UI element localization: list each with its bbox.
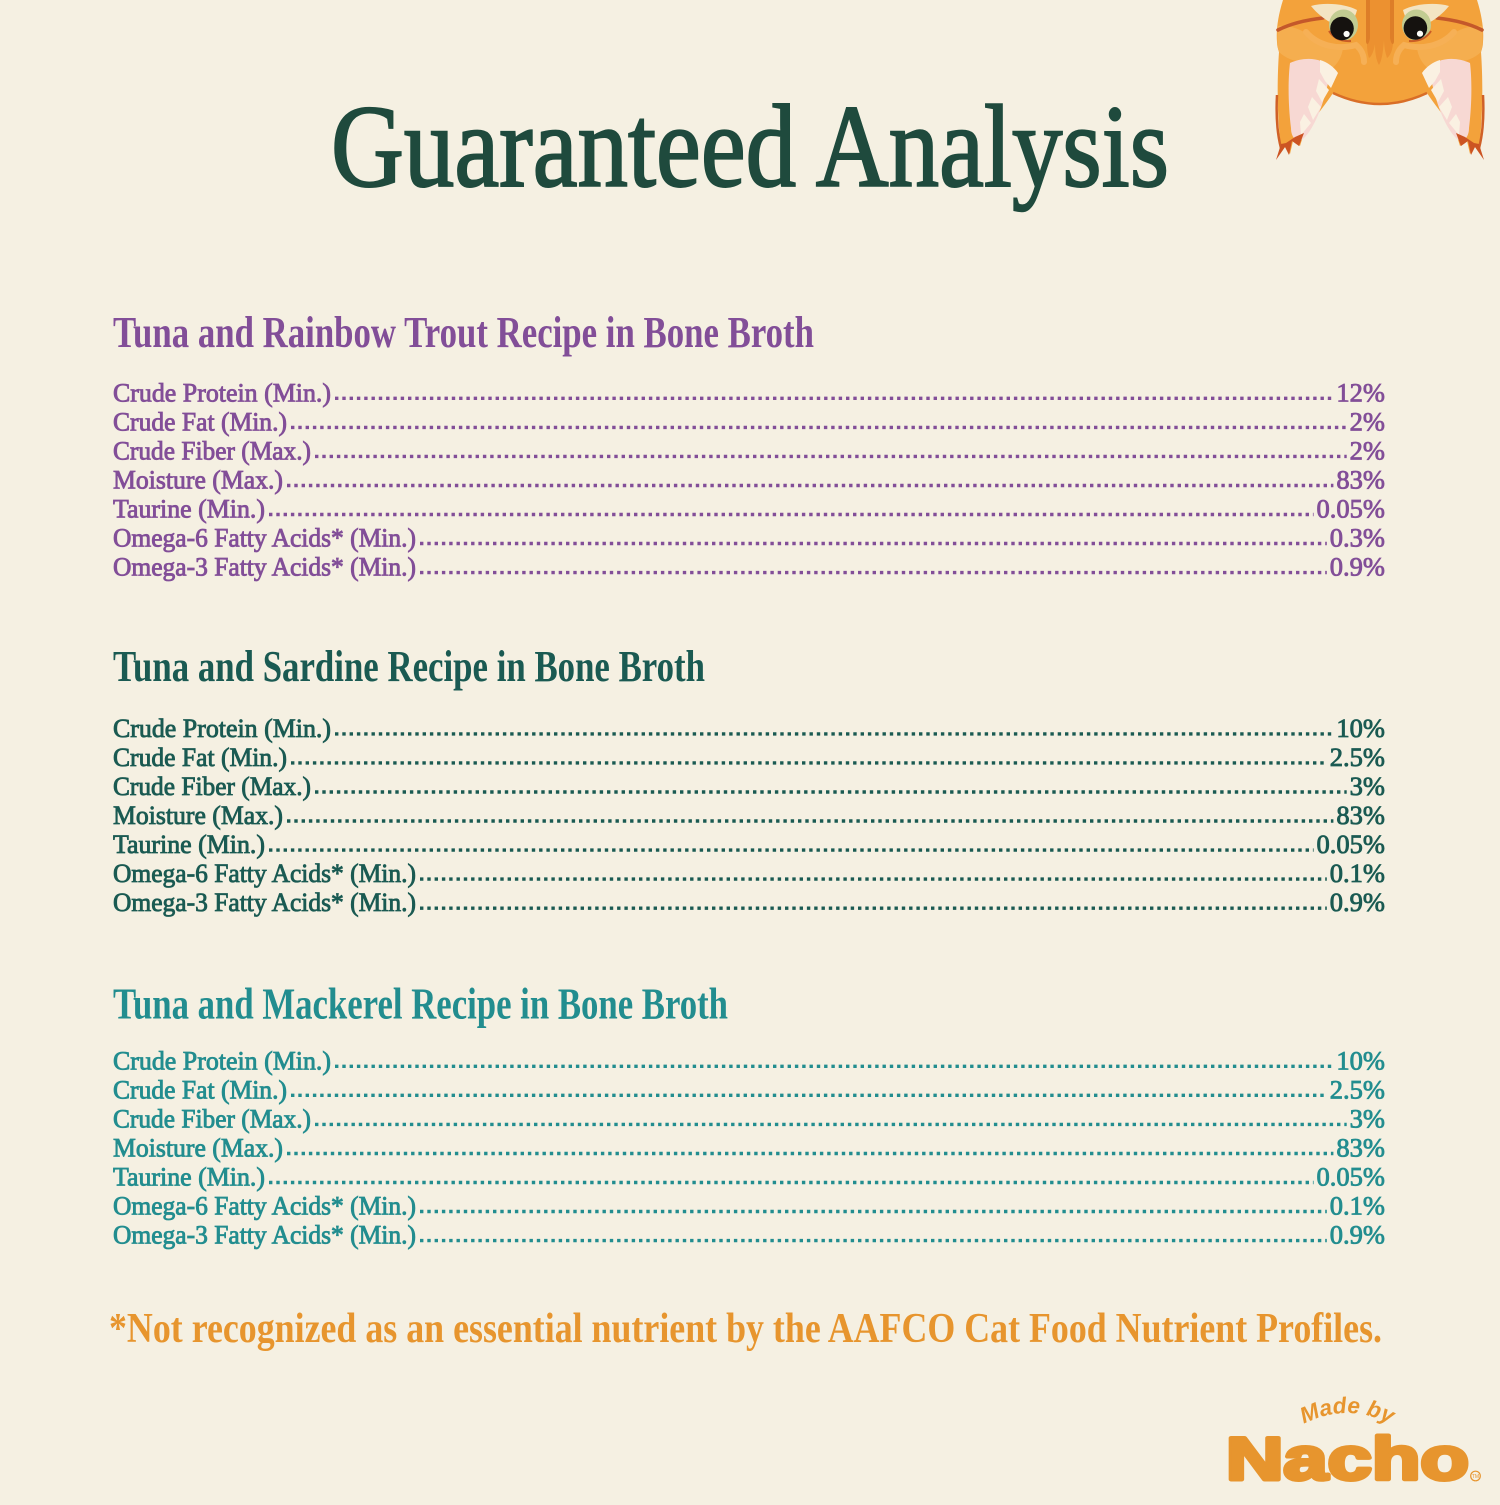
svg-text:Moisture (Max.): Moisture (Max.) xyxy=(113,1133,283,1163)
svg-text:10%: 10% xyxy=(1336,713,1385,743)
svg-text:Taurine (Min.): Taurine (Min.) xyxy=(113,829,265,859)
svg-text:Crude Fiber (Max.): Crude Fiber (Max.) xyxy=(113,435,311,465)
svg-text:*Not recognized as an essentia: *Not recognized as an essential nutrient… xyxy=(109,1306,1382,1352)
svg-text:0.05%: 0.05% xyxy=(1317,1162,1385,1192)
svg-text:12%: 12% xyxy=(1336,377,1385,407)
svg-text:83%: 83% xyxy=(1336,800,1385,830)
svg-text:Crude Protein (Min.): Crude Protein (Min.) xyxy=(113,377,331,407)
svg-text:0.9%: 0.9% xyxy=(1330,1220,1385,1250)
svg-text:Omega-6 Fatty Acids* (Min.): Omega-6 Fatty Acids* (Min.) xyxy=(113,1191,416,1221)
svg-text:0.3%: 0.3% xyxy=(1330,523,1385,553)
svg-text:10%: 10% xyxy=(1336,1045,1385,1075)
svg-text:2.5%: 2.5% xyxy=(1330,1074,1385,1104)
svg-text:Moisture (Max.): Moisture (Max.) xyxy=(113,800,283,830)
svg-text:Tuna and Sardine Recipe in Bon: Tuna and Sardine Recipe in Bone Broth xyxy=(113,642,705,691)
svg-text:0.1%: 0.1% xyxy=(1330,858,1385,888)
svg-text:0.05%: 0.05% xyxy=(1317,829,1385,859)
svg-text:0.9%: 0.9% xyxy=(1330,887,1385,917)
svg-text:Crude Protein (Min.): Crude Protein (Min.) xyxy=(113,1045,331,1075)
svg-text:0.05%: 0.05% xyxy=(1317,494,1385,524)
svg-text:Crude Fiber (Max.): Crude Fiber (Max.) xyxy=(113,771,311,801)
svg-text:Crude Fat (Min.): Crude Fat (Min.) xyxy=(113,1074,287,1104)
svg-text:Crude Protein (Min.): Crude Protein (Min.) xyxy=(113,713,331,743)
svg-text:Tuna and Rainbow Trout Recipe: Tuna and Rainbow Trout Recipe in Bone Br… xyxy=(113,308,814,357)
svg-text:0.1%: 0.1% xyxy=(1330,1191,1385,1221)
svg-text:Guaranteed Analysis: Guaranteed Analysis xyxy=(331,81,1169,212)
svg-text:Omega-6 Fatty Acids* (Min.): Omega-6 Fatty Acids* (Min.) xyxy=(113,858,416,888)
svg-text:Nacho: Nacho xyxy=(1226,1426,1469,1493)
svg-text:Moisture (Max.): Moisture (Max.) xyxy=(113,465,283,495)
svg-text:Tuna and Mackerel Recipe in Bo: Tuna and Mackerel Recipe in Bone Broth xyxy=(113,980,728,1029)
svg-text:TM: TM xyxy=(1472,1474,1479,1480)
svg-text:Omega-3 Fatty Acids* (Min.): Omega-3 Fatty Acids* (Min.) xyxy=(113,887,416,917)
svg-text:Crude Fiber (Max.): Crude Fiber (Max.) xyxy=(113,1103,311,1133)
svg-text:Omega-3 Fatty Acids* (Min.): Omega-3 Fatty Acids* (Min.) xyxy=(113,552,416,582)
svg-text:Omega-6 Fatty Acids* (Min.): Omega-6 Fatty Acids* (Min.) xyxy=(113,523,416,553)
svg-text:2%: 2% xyxy=(1350,435,1385,465)
svg-text:Taurine (Min.): Taurine (Min.) xyxy=(113,1162,265,1192)
svg-text:2%: 2% xyxy=(1350,406,1385,436)
svg-text:Omega-3 Fatty Acids* (Min.): Omega-3 Fatty Acids* (Min.) xyxy=(113,1220,416,1250)
svg-text:Taurine (Min.): Taurine (Min.) xyxy=(113,494,265,524)
svg-text:3%: 3% xyxy=(1350,771,1385,801)
svg-text:2.5%: 2.5% xyxy=(1330,742,1385,772)
svg-text:83%: 83% xyxy=(1336,465,1385,495)
svg-text:0.9%: 0.9% xyxy=(1330,552,1385,582)
svg-text:3%: 3% xyxy=(1350,1103,1385,1133)
svg-text:Crude Fat (Min.): Crude Fat (Min.) xyxy=(113,406,287,436)
svg-text:83%: 83% xyxy=(1336,1133,1385,1163)
svg-text:Crude Fat (Min.): Crude Fat (Min.) xyxy=(113,742,287,772)
